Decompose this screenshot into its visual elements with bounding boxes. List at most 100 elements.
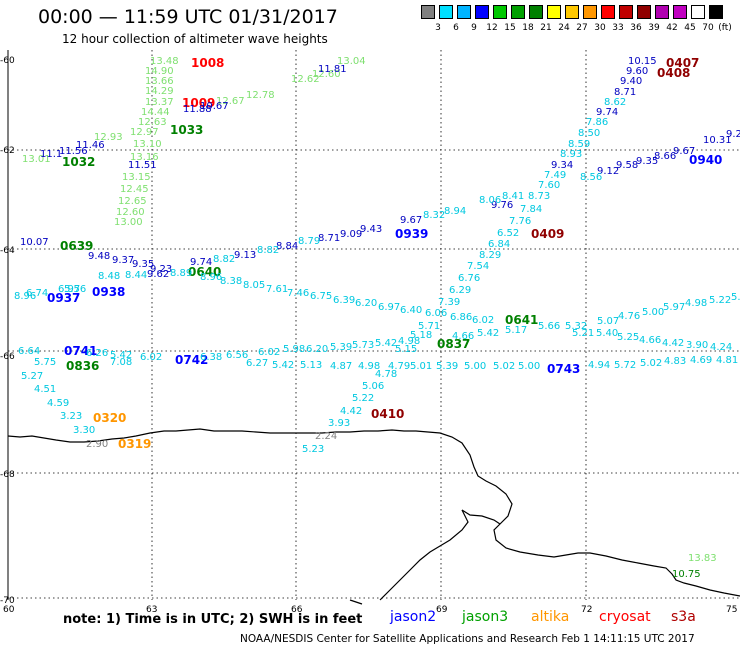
wave-height-value: 6.74 [26, 288, 49, 299]
wave-height-value: 13.10 [133, 139, 162, 150]
wave-height-value: 7.76 [509, 216, 532, 227]
pass-time-label: 0741 [64, 344, 98, 358]
wave-height-value: 6.52 [497, 228, 520, 239]
wave-height-value: 3.93 [328, 418, 351, 429]
wave-height-value: 6.02 [258, 347, 281, 358]
wave-height-value: 6.84 [488, 239, 511, 250]
pass-time-label: 0938 [92, 285, 126, 299]
wave-height-value: 4.94 [588, 360, 611, 371]
wave-height-value: 9.74 [190, 257, 213, 268]
wave-height-value: 8.79 [298, 236, 321, 247]
pass-time-label: 0743 [547, 362, 581, 376]
scale-tick-label: 70 [702, 23, 714, 33]
scale-swatch [691, 5, 705, 19]
wave-height-value: 10.67 [200, 101, 229, 112]
wave-height-value: 8.71 [318, 233, 341, 244]
wave-height-value: 4.24 [710, 342, 733, 353]
wave-height-value: 13.04 [337, 56, 366, 67]
wave-height-value: 5.73 [352, 340, 375, 351]
scale-tick-label: 18 [522, 23, 534, 33]
scale-swatch [709, 5, 723, 19]
wave-height-value: 9.2 [726, 129, 740, 140]
wave-height-value: 12.78 [246, 90, 275, 101]
pass-time-label: 0837 [437, 337, 471, 351]
wave-height-value: 5.15 [395, 344, 418, 355]
wave-height-value: 9.35 [132, 259, 155, 270]
wave-height-value: 3.23 [60, 411, 83, 422]
scale-tick-label: 9 [471, 23, 477, 33]
scale-swatch [619, 5, 633, 19]
wave-height-value: 4.51 [34, 384, 57, 395]
wave-height-value: 8.38 [220, 276, 243, 287]
wave-height-value: 5.00 [642, 307, 665, 318]
wave-height-value: 6.76 [458, 273, 481, 284]
scale-swatch [655, 5, 669, 19]
wave-height-value: 11.56 [59, 146, 88, 157]
wave-height-value: 5.39 [436, 361, 459, 372]
wave-height-value: 11.81 [318, 64, 347, 75]
latitude-label: -60 [0, 56, 15, 66]
wave-height-value: 13.16 [130, 152, 159, 163]
legend-s3a: s3a [671, 609, 696, 625]
wave-height-value: 10.31 [703, 135, 732, 146]
wave-height-value: 10.75 [672, 569, 701, 580]
pass-time-label: 0320 [93, 411, 127, 425]
scale-tick-label: 27 [576, 23, 588, 33]
wave-height-value: 5.07 [597, 316, 620, 327]
scale-tick-label: 12 [486, 23, 498, 33]
wave-height-value: 4.42 [662, 338, 685, 349]
pass-time-label: 1033 [170, 123, 204, 137]
wave-height-value: 6.97 [378, 302, 401, 313]
wave-height-value: 5.42 [375, 338, 398, 349]
wave-height-value: 9.62 [147, 269, 170, 280]
pass-time-label: 0641 [505, 313, 539, 327]
wave-height-value: 8.94 [444, 206, 467, 217]
scale-swatch [583, 5, 597, 19]
wave-height-value: 8.82 [257, 245, 280, 256]
pass-time-label: 0836 [66, 359, 100, 373]
graticule [8, 50, 740, 600]
wave-height-value: 9.67 [673, 146, 696, 157]
wave-height-value: 6.29 [449, 285, 472, 296]
scale-swatch [637, 5, 651, 19]
wave-height-value: 5.97 [663, 302, 686, 313]
wave-height-value: 14.29 [145, 86, 174, 97]
wave-height-value: 8.73 [528, 191, 551, 202]
pass-time-label: 0408 [657, 66, 691, 80]
wave-height-value: 8.56 [580, 172, 603, 183]
wave-height-value: 12.45 [120, 184, 149, 195]
scale-tick-label: 30 [594, 23, 606, 33]
pass-time-label: 0742 [175, 353, 209, 367]
wave-height-value: 7.46 [287, 288, 310, 299]
wave-height-value: 4.59 [47, 398, 70, 409]
wave-height-value: 6.75 [310, 291, 333, 302]
wave-height-value: 6.27 [246, 358, 269, 369]
wave-height-value: 13.66 [145, 76, 174, 87]
wave-height-value: 5.01 [410, 361, 433, 372]
longitude-label: 66 [291, 605, 303, 615]
scale-swatch [529, 5, 543, 19]
wave-height-value: 5.17 [505, 325, 528, 336]
scale-swatch [511, 5, 525, 19]
wave-height-value: 4.66 [639, 335, 662, 346]
wave-height-value: 4.87 [330, 361, 353, 372]
wave-height-value: 5.21 [572, 328, 595, 339]
latitude-label: -68 [0, 470, 15, 480]
pass-time-label: 1009 [182, 96, 216, 110]
wave-height-value: 14.90 [145, 66, 174, 77]
scale-tick-label: 45 [684, 23, 696, 33]
wave-height-value: 13.00 [114, 217, 143, 228]
wave-height-value: 5.56 [64, 284, 87, 295]
wave-height-value: 8.50 [578, 128, 601, 139]
wave-height-value: 9.76 [491, 200, 514, 211]
wave-height-value: 4.79 [388, 361, 411, 372]
wave-height-value: 11.1 [40, 149, 63, 160]
wave-height-value: 14.44 [141, 107, 170, 118]
wave-height-value: 12.67 [216, 96, 245, 107]
wave-height-value: 6.40 [400, 305, 423, 316]
scale-swatch [493, 5, 507, 19]
wave-height-value: 4.76 [618, 311, 641, 322]
scale-swatch [547, 5, 561, 19]
pass-time-label: 0639 [60, 239, 94, 253]
latitude-label: -62 [0, 146, 15, 156]
